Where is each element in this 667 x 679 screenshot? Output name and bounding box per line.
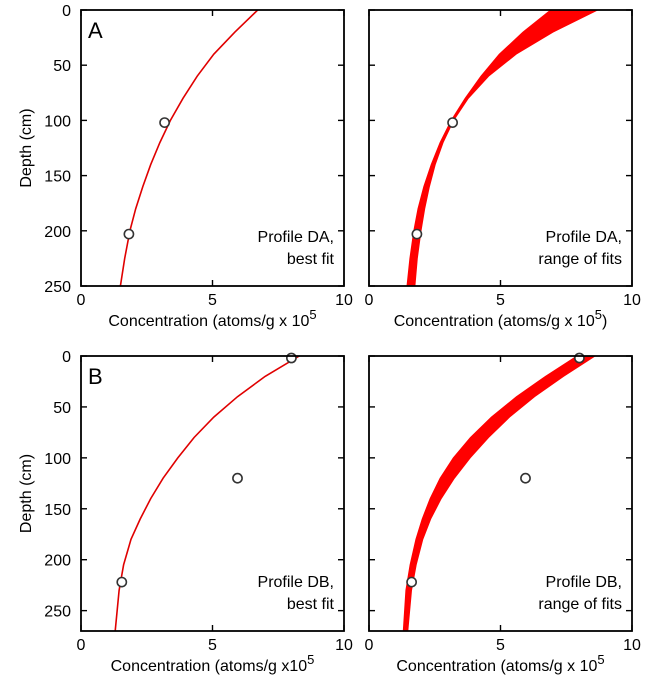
y-tick-label: 50 [53,400,71,417]
data-point [520,472,531,484]
x-axis-label: Concentration (atoms/g x 105 [108,307,316,330]
x-tick-label: 5 [496,292,505,309]
data-point [447,117,458,128]
data-point [285,352,297,364]
panel-annotation: Profile DA, [258,229,334,246]
y-tick-label: 100 [44,113,71,130]
x-tick-label: 5 [208,292,217,309]
fit-range-band [402,356,596,631]
x-tick-label: 10 [623,637,641,654]
data-point [123,228,135,240]
best-fit-curve [114,356,300,631]
y-tick-label: 0 [62,349,71,366]
panel-letter: A [88,18,103,43]
panel-2: 0 5 10 Concentration (atoms/g x 105) Profile… [365,9,641,330]
panel-letter: B [88,364,103,389]
fit-range-band [406,10,598,286]
panel-annotation: Profile DB, [258,574,334,591]
x-tick-label: 0 [77,637,86,654]
x-tick-label: 5 [208,637,217,654]
data-point [159,117,170,128]
data-point [232,472,243,484]
best-fit-curve [119,10,259,286]
panel-3: 0 50 100 150 200 250 0 5 10 Concentration (atoms/… [18,349,353,675]
y-tick-label: 50 [53,58,71,75]
plot-area [119,10,259,286]
x-axis-label: Concentration (atoms/g x 105) [394,307,608,330]
x-axis-label: Concentration (atoms/g x105 [111,652,315,675]
panel-annotation: Profile DA, [546,229,622,246]
plot-area [402,356,596,631]
x-axis-label: Concentration (atoms/g x 105 [396,652,604,675]
plot-area [114,356,300,631]
x-tick-label: 0 [365,637,374,654]
x-tick-label: 10 [335,292,353,309]
x-tick-label: 0 [365,292,374,309]
y-tick-label: 100 [44,451,71,468]
data-point [406,576,417,588]
x-tick-label: 0 [77,292,86,309]
y-tick-label: 250 [44,279,71,296]
y-tick-label: 250 [44,604,71,621]
y-tick-label: 150 [44,502,71,519]
y-tick-label: 150 [44,169,71,186]
data-point [574,352,585,364]
y-tick-label: 200 [44,553,71,570]
x-tick-label: 5 [496,637,505,654]
panel-4: 0 5 10 Concentration (atoms/g x 105 Profile … [365,352,641,675]
panel-annotation: Profile DB, [546,574,622,591]
panel-annotation: range of fits [538,596,622,613]
y-tick-label: 200 [44,224,71,241]
y-axis-label: Depth (cm) [18,454,35,533]
x-tick-label: 10 [623,292,641,309]
data-point [116,576,128,588]
panel-1: 0 50 100 150 200 250 0 5 10 Concentration (atoms/… [18,3,353,330]
y-tick-label: 0 [62,3,71,20]
panel-annotation: range of fits [538,251,622,268]
x-tick-label: 10 [335,637,353,654]
plot-area [406,10,598,286]
panel-annotation: best fit [287,251,335,268]
y-axis-label: Depth (cm) [18,108,35,187]
panel-annotation: best fit [287,596,335,613]
data-point [411,228,423,240]
